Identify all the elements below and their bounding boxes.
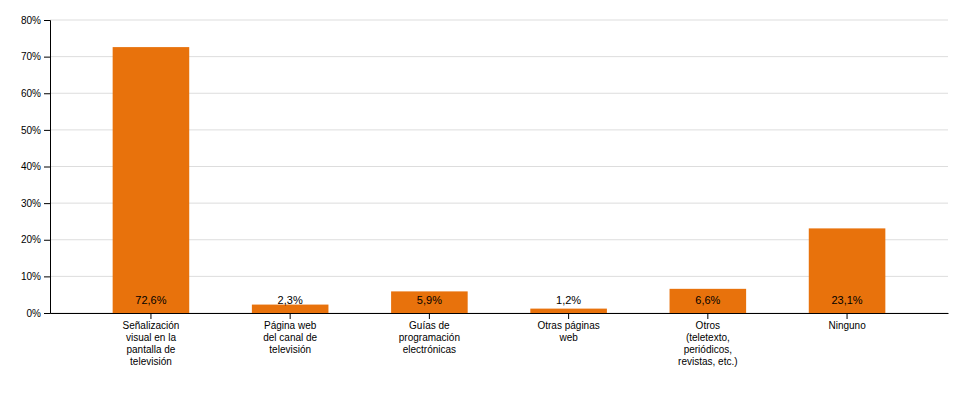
y-tick-label: 40%	[21, 161, 41, 172]
y-tick-label: 20%	[21, 234, 41, 245]
y-tick: 70%	[21, 51, 50, 62]
x-tick: Página webdel canal detelevisión	[263, 313, 317, 355]
y-tick: 50%	[21, 125, 50, 136]
x-tick-mark	[707, 313, 708, 319]
y-tick-mark	[44, 240, 50, 241]
grid	[50, 20, 948, 313]
bar	[391, 291, 468, 313]
y-tick-mark	[44, 313, 50, 314]
bar	[113, 47, 190, 313]
chart-container: 0% 10% 20% 30% 40% 50% 60% 70% 80% Señalizaciónvi…	[0, 0, 964, 413]
y-tick-label: 50%	[21, 125, 41, 136]
data-label: 1,2%	[556, 294, 581, 306]
y-axis: 0% 10% 20% 30% 40% 50% 60% 70% 80%	[21, 15, 51, 319]
x-tick: Otras páginasweb	[537, 313, 599, 343]
y-tick-label: 10%	[21, 271, 41, 282]
x-tick-label: Señalizaciónvisual en lapantalla detelev…	[123, 320, 180, 367]
y-tick-mark	[44, 276, 50, 277]
x-tick: Señalizaciónvisual en lapantalla detelev…	[123, 313, 180, 367]
y-tick: 30%	[21, 198, 50, 209]
x-tick-mark	[150, 313, 151, 319]
x-axis: Señalizaciónvisual en lapantalla detelev…	[51, 313, 949, 367]
y-axis-line	[44, 21, 51, 314]
x-tick: Ninguno	[828, 313, 866, 331]
x-tick-label: Otras páginasweb	[537, 320, 599, 343]
x-tick-label: Guías deprogramaciónelectrónicas	[399, 320, 460, 355]
bars	[113, 47, 886, 313]
x-tick-mark	[847, 313, 848, 319]
grid-line	[50, 20, 948, 21]
bar	[530, 309, 607, 313]
y-tick: 0%	[27, 308, 50, 319]
bar	[809, 228, 886, 313]
x-tick-mark	[290, 313, 291, 319]
y-tick-label: 70%	[21, 51, 41, 62]
y-tick-mark	[44, 203, 50, 204]
data-label: 2,3%	[278, 294, 303, 306]
x-tick-mark	[568, 313, 569, 319]
plot: 0% 10% 20% 30% 40% 50% 60% 70% 80% Señalizaciónvi…	[21, 15, 949, 367]
x-axis-line	[51, 313, 949, 314]
y-tick-mark	[44, 93, 50, 94]
y-tick: 60%	[21, 88, 50, 99]
y-tick: 80%	[21, 15, 50, 26]
data-label: 6,6%	[695, 294, 720, 306]
x-tick-mark	[429, 313, 430, 319]
data-label: 23,1%	[831, 294, 862, 306]
x-tick-label: Otros(teletexto,periódicos,revistas, etc…	[678, 320, 737, 367]
y-tick: 40%	[21, 161, 50, 172]
x-tick-label: Ninguno	[828, 320, 866, 331]
x-tick-label: Página webdel canal detelevisión	[263, 320, 317, 355]
y-tick-mark	[44, 167, 50, 168]
y-tick-label: 80%	[21, 15, 41, 26]
y-tick-mark	[44, 130, 50, 131]
chart: 0% 10% 20% 30% 40% 50% 60% 70% 80% Señalizaciónvi…	[0, 0, 964, 413]
bar	[670, 289, 747, 313]
x-tick: Guías deprogramaciónelectrónicas	[399, 313, 460, 355]
y-tick-mark	[44, 20, 50, 21]
data-labels: 72,6% 2,3% 5,9% 1,2% 6,6% 23,1%	[135, 294, 863, 306]
data-label: 72,6%	[135, 294, 166, 306]
y-tick-mark	[44, 57, 50, 58]
y-tick: 10%	[21, 271, 50, 282]
y-tick-label: 60%	[21, 88, 41, 99]
data-label: 5,9%	[417, 294, 442, 306]
y-tick-label: 0%	[27, 308, 42, 319]
y-tick-label: 30%	[21, 198, 41, 209]
x-tick: Otros(teletexto,periódicos,revistas, etc…	[678, 313, 737, 367]
y-tick: 20%	[21, 234, 50, 245]
